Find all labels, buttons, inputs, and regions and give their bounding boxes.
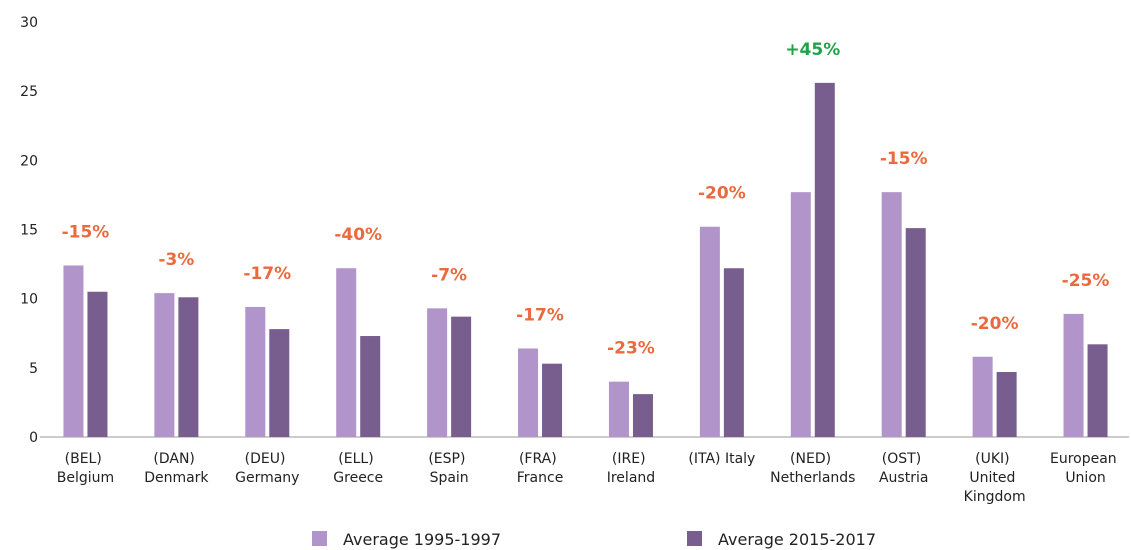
annotation: -20% <box>698 184 746 204</box>
bar <box>1063 313 1084 437</box>
x-tick-label-line: (ELL) <box>338 451 378 467</box>
annotation: -25% <box>1062 271 1110 291</box>
x-tick-label: (ITA) Italy <box>688 451 755 467</box>
annotation: +45% <box>785 40 840 60</box>
x-tick-label-line: Belgium <box>57 470 114 486</box>
bar <box>723 268 744 437</box>
x-tick-label: (FRA) France <box>517 451 564 486</box>
bar <box>996 371 1017 437</box>
x-tick-label-line: (IRE) <box>612 451 650 467</box>
x-tick-label-line: United <box>969 470 1019 486</box>
x-tick-label: (BEL) Belgium <box>57 451 114 486</box>
bar <box>63 265 84 437</box>
bar <box>336 268 357 437</box>
bar <box>814 82 835 437</box>
annotation: -15% <box>880 149 928 169</box>
bar <box>905 228 926 437</box>
x-tick-label-line: (DAN) <box>153 451 199 467</box>
x-tick-label-line: (FRA) <box>519 451 561 467</box>
x-tick-label: (ELL) Greece <box>333 451 383 486</box>
annotation: -3% <box>158 250 194 270</box>
legend-label: Average 1995-1997 <box>343 530 501 549</box>
y-tick-label: 10 <box>20 292 38 308</box>
legend-swatch <box>312 531 327 546</box>
x-tick-label: (UKI) United Kingdom <box>964 451 1026 505</box>
legend-label: Average 2015-2017 <box>718 530 876 549</box>
x-tick-label-line: Union <box>1065 470 1105 486</box>
x-tick-label-line: (DEU) <box>245 451 290 467</box>
bar <box>790 192 811 437</box>
x-tick-label-line: (NED) <box>790 451 835 467</box>
x-tick-label-line: Greece <box>333 470 383 486</box>
x-tick-label-line: (ESP) <box>428 451 470 467</box>
x-tick-label-line: (UKI) <box>975 451 1014 467</box>
x-tick-label-line: (ITA) Italy <box>688 451 755 467</box>
annotation: -23% <box>607 339 655 359</box>
bar <box>542 363 563 437</box>
annotation: -7% <box>431 265 467 285</box>
bar <box>451 316 472 437</box>
bar <box>427 308 448 437</box>
x-tick-label: (DEU) Germany <box>235 451 299 486</box>
x-tick-label-line: Germany <box>235 470 299 486</box>
bar <box>518 348 539 437</box>
y-tick-label: 5 <box>29 361 38 377</box>
bar <box>360 336 381 437</box>
bar <box>632 394 653 437</box>
y-tick-label: 0 <box>29 430 38 446</box>
x-tick-label-line: Denmark <box>144 470 209 486</box>
x-tick-label: (DAN) Denmark <box>144 451 209 486</box>
x-tick-label-line: France <box>517 470 564 486</box>
bar <box>881 192 902 437</box>
annotation: -20% <box>971 314 1019 334</box>
annotation: -17% <box>516 305 564 325</box>
y-tick-label: 30 <box>20 15 38 31</box>
x-tick-label-line: European <box>1050 451 1121 467</box>
x-tick-label: (NED) Netherlands <box>770 451 855 486</box>
bar <box>178 297 199 437</box>
x-tick-label-line: Austria <box>879 470 928 486</box>
x-tick-label: (ESP) Spain <box>428 451 470 486</box>
annotation: -15% <box>62 222 110 242</box>
annotation: -17% <box>243 264 291 284</box>
x-tick-label-line: Netherlands <box>770 470 855 486</box>
x-tick-label-line: Spain <box>430 470 469 486</box>
x-tick-label: (IRE) Ireland <box>607 451 655 486</box>
annotation: -40% <box>334 225 382 245</box>
y-tick-label: 20 <box>20 153 38 169</box>
bar <box>87 291 108 437</box>
y-tick-label: 15 <box>20 223 38 239</box>
bar <box>972 356 993 437</box>
bar <box>245 306 266 437</box>
x-tick-label-line: Kingdom <box>964 489 1026 505</box>
x-tick-label-line: (OST) <box>882 451 926 467</box>
bar <box>269 329 290 437</box>
bar <box>1087 344 1108 437</box>
y-tick-label: 25 <box>20 84 38 100</box>
bar <box>608 381 629 437</box>
bar <box>154 293 175 437</box>
legend-swatch <box>687 531 702 546</box>
bar <box>699 226 720 437</box>
x-tick-label: European Union <box>1050 451 1121 486</box>
x-tick-label-line: Ireland <box>607 470 655 486</box>
x-tick-label: (OST) Austria <box>879 451 928 486</box>
x-tick-label-line: (BEL) <box>65 451 107 467</box>
